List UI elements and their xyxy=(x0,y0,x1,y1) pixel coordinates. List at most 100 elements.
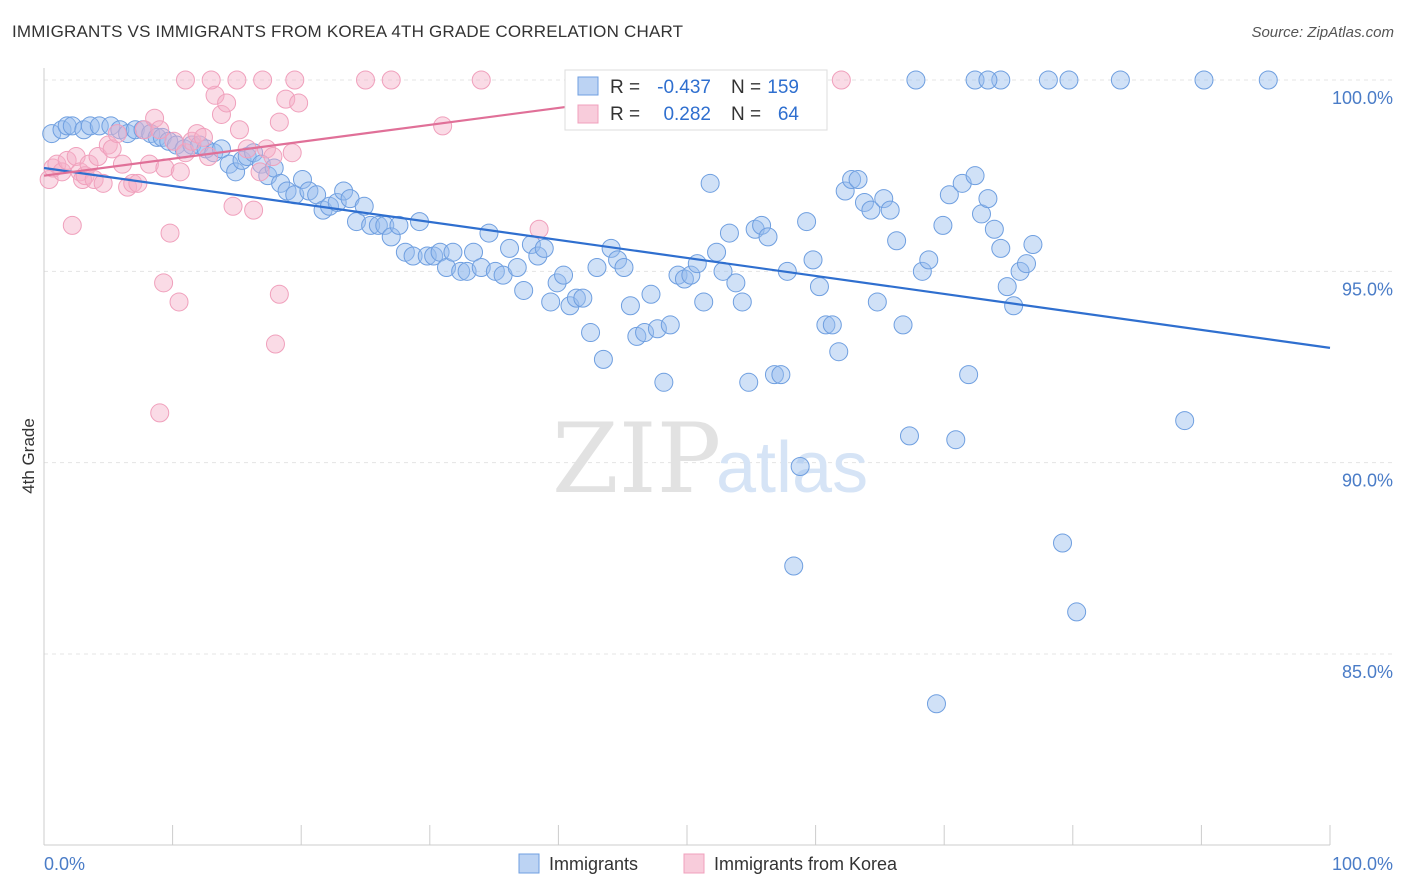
point-immigrants-144 xyxy=(1023,235,1043,255)
point-immigrants-87 xyxy=(654,372,674,392)
point-korea-61 xyxy=(433,116,453,136)
point-immigrants-138 xyxy=(984,219,1004,239)
point-immigrants-94 xyxy=(700,173,720,193)
stats-r-value-blue: -0.437 xyxy=(657,77,711,98)
point-immigrants-137 xyxy=(978,189,998,209)
point-immigrants-59 xyxy=(464,242,484,262)
point-immigrants-124 xyxy=(893,315,913,335)
point-immigrants-43 xyxy=(354,196,374,216)
point-immigrants-143 xyxy=(1017,254,1037,274)
point-immigrants-93 xyxy=(694,292,714,312)
point-immigrants-103 xyxy=(758,227,778,247)
point-immigrants-47 xyxy=(381,227,401,247)
point-immigrants-56 xyxy=(443,242,463,262)
point-immigrants-127 xyxy=(912,261,932,281)
point-immigrants-98 xyxy=(726,273,746,293)
point-korea-13 xyxy=(93,173,113,193)
point-immigrants-125 xyxy=(899,426,919,446)
point-immigrants-97 xyxy=(719,223,739,243)
x-tick-label-min: 0.0% xyxy=(44,854,85,874)
point-immigrants-135 xyxy=(965,166,985,186)
point-korea-34 xyxy=(205,85,225,105)
point-immigrants-110 xyxy=(803,250,823,270)
point-immigrants-80 xyxy=(608,250,628,270)
point-immigrants-1 xyxy=(52,120,72,140)
point-immigrants-52 xyxy=(417,246,437,266)
point-immigrants-99 xyxy=(732,292,752,312)
point-korea-24 xyxy=(150,120,170,140)
point-korea-42 xyxy=(256,139,276,159)
point-korea-41 xyxy=(250,162,270,182)
point-korea-38 xyxy=(229,120,249,140)
point-immigrants-23 xyxy=(219,154,239,174)
point-immigrants-132 xyxy=(946,430,966,450)
point-immigrants-105 xyxy=(771,365,791,385)
point-korea-59 xyxy=(381,70,401,90)
point-korea-52 xyxy=(150,403,170,423)
point-korea-51 xyxy=(265,334,285,354)
x-tick-label-max: 100.0% xyxy=(1332,854,1393,874)
point-immigrants-109 xyxy=(797,212,817,232)
point-korea-46 xyxy=(282,143,302,163)
stats-swatch-pink xyxy=(577,104,599,124)
point-korea-15 xyxy=(102,139,122,159)
y-tick-labels: 100.0% 95.0% 90.0% 85.0% xyxy=(1332,88,1393,682)
legend-swatch-korea xyxy=(683,853,705,874)
point-immigrants-68 xyxy=(528,246,548,266)
point-immigrants-155 xyxy=(978,70,998,90)
point-immigrants-112 xyxy=(816,315,836,335)
point-immigrants-75 xyxy=(573,288,593,308)
point-immigrants-104 xyxy=(764,365,784,385)
point-immigrants-146 xyxy=(1053,533,1073,553)
point-korea-26 xyxy=(160,223,180,243)
point-immigrants-86 xyxy=(647,319,667,339)
point-immigrants-69 xyxy=(534,238,554,258)
point-immigrants-115 xyxy=(835,181,855,201)
point-korea-28 xyxy=(170,162,190,182)
point-immigrants-85 xyxy=(641,284,661,304)
point-immigrants-142 xyxy=(1010,261,1030,281)
point-immigrants-140 xyxy=(997,277,1017,297)
point-immigrants-114 xyxy=(829,342,849,362)
point-immigrants-64 xyxy=(500,238,520,258)
y-tick-label-3: 85.0% xyxy=(1342,662,1393,682)
point-immigrants-111 xyxy=(809,277,829,297)
point-korea-37 xyxy=(223,196,243,216)
point-immigrants-77 xyxy=(587,258,607,278)
stats-n-label-blue: N = xyxy=(731,77,761,98)
point-korea-43 xyxy=(263,147,283,167)
point-immigrants-148 xyxy=(1067,602,1087,622)
x-axis-ticks xyxy=(43,825,1331,845)
point-korea-54 xyxy=(201,70,221,90)
point-korea-50 xyxy=(269,284,289,304)
point-immigrants-84 xyxy=(635,323,655,343)
stats-r-value-pink: 0.282 xyxy=(663,104,711,125)
point-korea-16 xyxy=(107,124,127,144)
point-korea-20 xyxy=(128,173,148,193)
point-immigrants-113 xyxy=(822,315,842,335)
point-immigrants-72 xyxy=(554,265,574,285)
point-immigrants-118 xyxy=(854,192,874,212)
point-korea-55 xyxy=(227,70,247,90)
point-korea-40 xyxy=(244,200,264,220)
point-immigrants-6 xyxy=(89,116,109,136)
point-immigrants-102 xyxy=(752,215,772,235)
point-immigrants-24 xyxy=(226,162,246,182)
point-immigrants-117 xyxy=(848,169,868,189)
point-immigrants-150 xyxy=(1175,411,1195,431)
point-immigrants-100 xyxy=(739,372,759,392)
point-immigrants-119 xyxy=(861,200,881,220)
legend-label-korea: Immigrants from Korea xyxy=(714,854,898,874)
point-immigrants-39 xyxy=(327,192,347,212)
stats-box-frame xyxy=(564,69,828,131)
point-korea-32 xyxy=(193,127,213,147)
point-immigrants-121 xyxy=(874,189,894,209)
point-immigrants-28 xyxy=(251,154,271,174)
point-immigrants-129 xyxy=(926,694,946,714)
point-immigrants-60 xyxy=(471,258,491,278)
stats-n-value-blue: 159 xyxy=(767,77,799,98)
point-immigrants-57 xyxy=(451,261,471,281)
y-axis-title: 4th Grade xyxy=(19,418,38,494)
point-immigrants-44 xyxy=(361,215,381,235)
